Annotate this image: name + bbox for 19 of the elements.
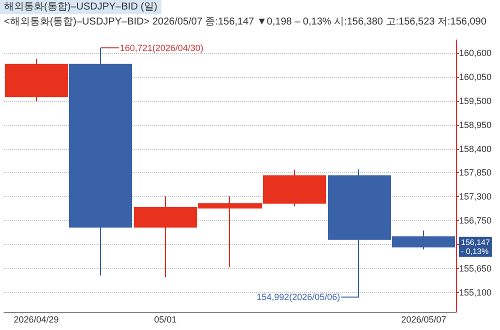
x-tick-label: 2026/04/29 — [14, 314, 59, 324]
y-tick-label: 158,400 — [459, 144, 492, 154]
chart-subtitle: <해외통화(통합)–USDJPY–BID> 2026/05/07 종:156,147 ▼0,198 – 0,13% 시:156,380 고:156,523 저:156,090 — [4, 16, 487, 28]
y-tick-label: 160,600 — [459, 48, 492, 58]
y-tick-label: 160,050 — [459, 72, 492, 82]
y-tick-label: 155,650 — [459, 263, 492, 274]
annotation: 160,721(2026/04/30) — [120, 42, 204, 53]
y-tick-label: 156,750 — [459, 216, 492, 226]
y-tick-label: 157,850 — [459, 168, 492, 178]
x-tick-label: 2026/05/07 — [401, 314, 446, 324]
candlestick — [5, 58, 68, 102]
y-tick-label: 159,500 — [459, 96, 492, 106]
y-tick-label: 155,100 — [459, 287, 492, 298]
annotation: 154,992(2026/05/06) — [256, 292, 340, 302]
chart-title: 해외통화(통합)–USDJPY–BID (일) — [4, 2, 158, 12]
y-tick-label: 158,950 — [459, 120, 492, 130]
y-tick-label: 157,300 — [459, 192, 492, 202]
x-tick-label: 05/01 — [154, 314, 177, 324]
text: 156,147 - 0,13% — [461, 238, 490, 256]
